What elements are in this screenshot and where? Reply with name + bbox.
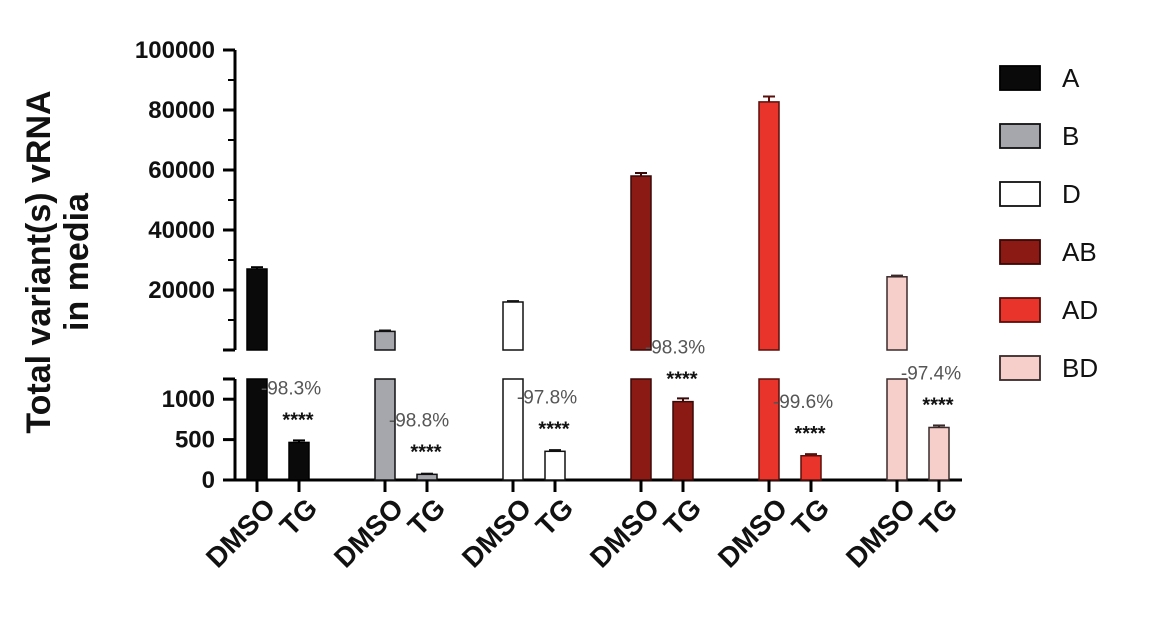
- bar-tg: [288, 441, 310, 481]
- y-tick-label-upper: 40000: [148, 217, 215, 244]
- bar-tg: [544, 450, 566, 481]
- significance-label: ****: [794, 423, 825, 445]
- y-axis-title-line2: in media: [58, 192, 96, 331]
- significance-label: ****: [666, 369, 697, 391]
- percent-change-label: -97.8%: [517, 387, 577, 408]
- x-tick-label-tg: TG: [402, 492, 451, 541]
- x-tick-label-dmso: DMSO: [584, 492, 665, 573]
- percent-change-label: -98.8%: [389, 410, 449, 431]
- legend-swatch-bd: [999, 355, 1041, 381]
- legend-swatch-a: [999, 65, 1041, 91]
- x-tick-label-tg: TG: [274, 492, 323, 541]
- bar-dmso-upper: [758, 101, 780, 351]
- x-tick-label-dmso: DMSO: [328, 492, 409, 573]
- bar-dmso-lower: [630, 378, 652, 481]
- bar-dmso-upper: [886, 276, 908, 351]
- x-tick-label-dmso: DMSO: [840, 492, 921, 573]
- legend-swatch-ab: [999, 239, 1041, 265]
- x-tick-label-dmso: DMSO: [456, 492, 537, 573]
- percent-change-label: -98.3%: [261, 378, 321, 399]
- bar-tg: [928, 426, 950, 481]
- bar-tg: [672, 400, 694, 481]
- significance-label: ****: [538, 418, 569, 440]
- legend-label-b: B: [1062, 121, 1079, 151]
- legend-label-bd: BD: [1062, 353, 1098, 383]
- bar-dmso-upper: [630, 175, 652, 351]
- legend-label-a: A: [1062, 63, 1080, 93]
- y-tick-label-lower: 0: [202, 467, 215, 494]
- bar-dmso-upper: [502, 301, 524, 351]
- legend-swatch-ad: [999, 297, 1041, 323]
- bar-dmso-lower: [886, 378, 908, 481]
- legend-label-d: D: [1062, 179, 1081, 209]
- x-tick-label-tg: TG: [786, 492, 835, 541]
- x-tick-label-dmso: DMSO: [200, 492, 281, 573]
- y-tick-label-upper: 100000: [135, 37, 215, 64]
- legend-label-ad: AD: [1062, 295, 1098, 325]
- y-tick-label-upper: 60000: [148, 157, 215, 184]
- significance-label: ****: [922, 394, 953, 416]
- y-tick-label-upper: 20000: [148, 277, 215, 304]
- y-axis-title-line1: Total variant(s) vRNA: [20, 90, 58, 433]
- y-tick-label-lower: 500: [175, 427, 215, 454]
- bar-tg: [800, 455, 822, 481]
- significance-label: ****: [410, 441, 441, 463]
- x-tick-label-dmso: DMSO: [712, 492, 793, 573]
- legend-swatch-b: [999, 123, 1041, 149]
- percent-change-label: -98.3%: [645, 338, 705, 359]
- bar-dmso-upper: [246, 268, 268, 351]
- y-tick-label-lower: 1000: [162, 386, 215, 413]
- legend-swatch-d: [999, 181, 1041, 207]
- percent-change-label: -99.6%: [773, 392, 833, 413]
- legend-label-ab: AB: [1062, 237, 1097, 267]
- bar-dmso-upper: [374, 330, 396, 351]
- bar-tg: [416, 473, 438, 481]
- x-tick-label-tg: TG: [658, 492, 707, 541]
- significance-label: ****: [282, 409, 313, 431]
- percent-change-label: -97.4%: [901, 363, 961, 384]
- x-tick-label-tg: TG: [914, 492, 963, 541]
- y-tick-label-upper: 80000: [148, 97, 215, 124]
- x-tick-label-tg: TG: [530, 492, 579, 541]
